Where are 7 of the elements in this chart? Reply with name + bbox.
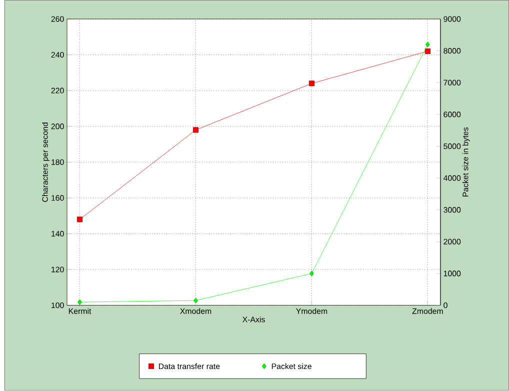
point [426, 42, 430, 48]
point [424, 48, 430, 54]
point [310, 270, 314, 276]
point [308, 80, 314, 86]
point [192, 127, 199, 133]
point [77, 216, 83, 222]
point [194, 298, 198, 304]
